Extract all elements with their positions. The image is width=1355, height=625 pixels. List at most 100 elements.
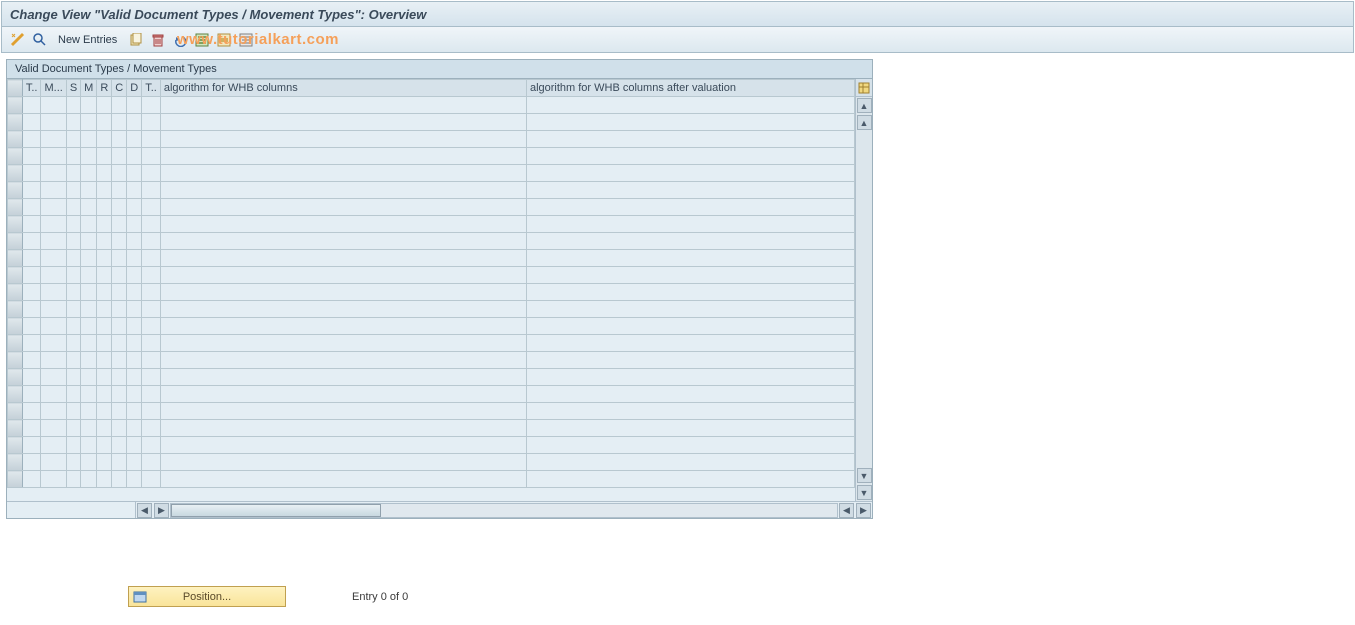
grid-cell[interactable] (112, 250, 127, 267)
grid-cell[interactable] (127, 420, 142, 437)
grid-cell[interactable] (66, 284, 80, 301)
grid-cell[interactable] (22, 386, 41, 403)
row-selector[interactable] (8, 352, 23, 369)
scroll-up-icon[interactable]: ▲ (857, 98, 872, 113)
grid-cell[interactable] (81, 182, 97, 199)
grid-cell[interactable] (81, 335, 97, 352)
grid-cell[interactable] (142, 97, 161, 114)
scroll-right-icon[interactable]: ▶ (856, 503, 871, 518)
grid-cell[interactable] (22, 250, 41, 267)
grid-cell[interactable] (97, 335, 112, 352)
grid-cell[interactable] (22, 471, 41, 488)
grid-cell[interactable] (142, 301, 161, 318)
grid-cell[interactable] (160, 386, 526, 403)
grid-cell[interactable] (160, 471, 526, 488)
grid-cell[interactable] (526, 233, 854, 250)
grid-cell[interactable] (142, 369, 161, 386)
grid-cell[interactable] (142, 403, 161, 420)
grid-cell[interactable] (22, 114, 41, 131)
grid-cell[interactable] (81, 352, 97, 369)
grid-cell[interactable] (526, 165, 854, 182)
row-selector[interactable] (8, 267, 23, 284)
grid-cell[interactable] (41, 454, 66, 471)
grid-cell[interactable] (526, 437, 854, 454)
grid-cell[interactable] (22, 369, 41, 386)
column-header[interactable]: D (127, 80, 142, 97)
grid-cell[interactable] (160, 165, 526, 182)
grid-cell[interactable] (66, 131, 80, 148)
grid-cell[interactable] (526, 301, 854, 318)
grid-cell[interactable] (66, 471, 80, 488)
details-icon[interactable] (30, 31, 48, 49)
grid-cell[interactable] (127, 165, 142, 182)
grid-cell[interactable] (526, 267, 854, 284)
grid-cell[interactable] (22, 403, 41, 420)
grid-cell[interactable] (160, 301, 526, 318)
grid-cell[interactable] (160, 420, 526, 437)
grid-cell[interactable] (526, 420, 854, 437)
grid-cell[interactable] (66, 114, 80, 131)
grid-cell[interactable] (81, 284, 97, 301)
grid-cell[interactable] (526, 403, 854, 420)
grid-cell[interactable] (41, 352, 66, 369)
grid-cell[interactable] (41, 182, 66, 199)
grid-cell[interactable] (41, 403, 66, 420)
grid-cell[interactable] (81, 216, 97, 233)
column-header[interactable]: S (66, 80, 80, 97)
select-block-icon[interactable] (215, 31, 233, 49)
column-header[interactable]: M (81, 80, 97, 97)
grid-cell[interactable] (112, 301, 127, 318)
row-selector[interactable] (8, 420, 23, 437)
grid-cell[interactable] (66, 386, 80, 403)
grid-cell[interactable] (127, 97, 142, 114)
column-header[interactable]: C (112, 80, 127, 97)
select-all-icon[interactable] (193, 31, 211, 49)
grid-cell[interactable] (81, 131, 97, 148)
grid-cell[interactable] (66, 403, 80, 420)
grid-cell[interactable] (81, 420, 97, 437)
row-selector[interactable] (8, 148, 23, 165)
grid-cell[interactable] (41, 318, 66, 335)
row-selector[interactable] (8, 301, 23, 318)
grid-cell[interactable] (66, 97, 80, 114)
grid-cell[interactable] (142, 131, 161, 148)
grid-settings-icon[interactable] (856, 79, 873, 97)
row-selector[interactable] (8, 216, 23, 233)
grid-cell[interactable] (112, 437, 127, 454)
grid-cell[interactable] (127, 216, 142, 233)
grid-cell[interactable] (97, 471, 112, 488)
grid-cell[interactable] (81, 267, 97, 284)
grid-cell[interactable] (160, 267, 526, 284)
grid-cell[interactable] (142, 199, 161, 216)
grid-cell[interactable] (112, 454, 127, 471)
row-selector[interactable] (8, 437, 23, 454)
horizontal-scrollbar[interactable]: ◀ ▶ ◀ ▶ (7, 501, 872, 518)
grid-cell[interactable] (127, 352, 142, 369)
undo-icon[interactable] (171, 31, 189, 49)
grid-cell[interactable] (66, 437, 80, 454)
scroll-up-icon-2[interactable]: ▲ (857, 115, 872, 130)
grid-cell[interactable] (160, 369, 526, 386)
grid-cell[interactable] (127, 250, 142, 267)
grid-cell[interactable] (142, 114, 161, 131)
grid-cell[interactable] (127, 233, 142, 250)
grid-cell[interactable] (160, 182, 526, 199)
grid-cell[interactable] (97, 131, 112, 148)
grid-cell[interactable] (112, 131, 127, 148)
grid-cell[interactable] (97, 420, 112, 437)
grid-cell[interactable] (160, 454, 526, 471)
grid-cell[interactable] (127, 454, 142, 471)
grid-cell[interactable] (22, 216, 41, 233)
grid-cell[interactable] (97, 165, 112, 182)
grid-cell[interactable] (160, 199, 526, 216)
grid-cell[interactable] (66, 420, 80, 437)
grid-cell[interactable] (66, 182, 80, 199)
grid-cell[interactable] (142, 182, 161, 199)
row-selector[interactable] (8, 318, 23, 335)
row-selector[interactable] (8, 284, 23, 301)
grid-cell[interactable] (127, 471, 142, 488)
grid-cell[interactable] (526, 148, 854, 165)
grid-cell[interactable] (81, 471, 97, 488)
column-header[interactable]: M... (41, 80, 66, 97)
grid-cell[interactable] (97, 284, 112, 301)
